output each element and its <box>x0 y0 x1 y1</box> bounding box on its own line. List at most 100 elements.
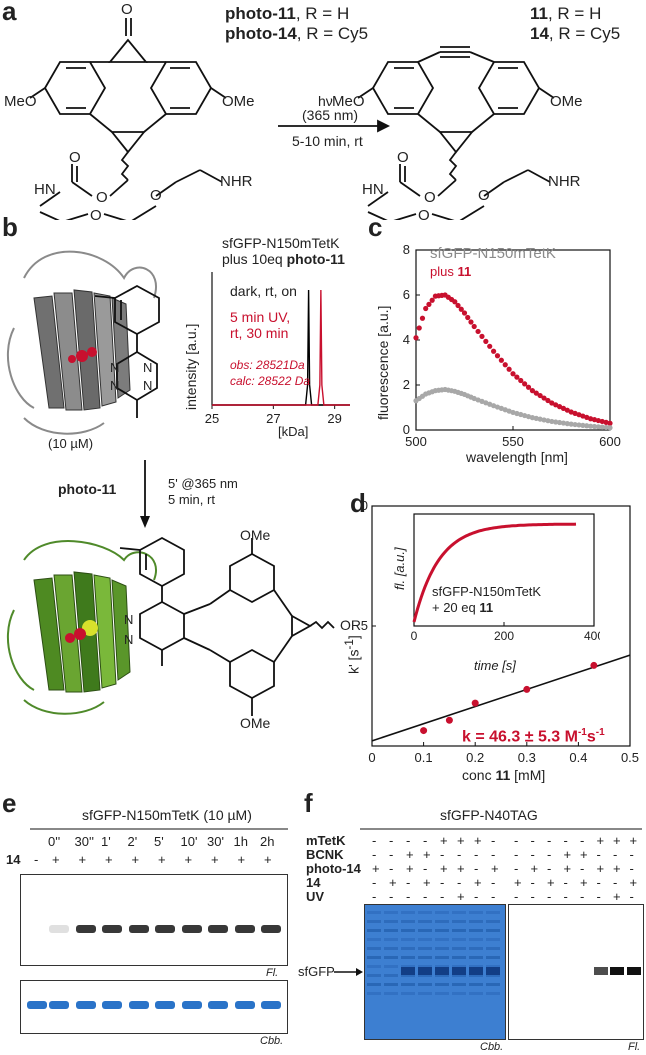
ome-right: OMe <box>222 93 255 110</box>
sfgfp-label: sfGFP <box>298 964 335 979</box>
fl-point-red <box>491 348 497 354</box>
gel-f-sign: - <box>423 861 428 876</box>
product-left-benzene <box>371 61 435 115</box>
rate-k-text: k = 46.3 ± 5.3 M <box>462 728 578 746</box>
fl-point-red <box>455 302 461 309</box>
tetrazine-n-4: N <box>110 378 120 393</box>
gel-f-sign: - <box>491 847 496 862</box>
gel-f-sign: + <box>629 875 638 890</box>
gel-f-title-bracket <box>360 828 642 830</box>
gel-e-sign: + <box>52 852 60 867</box>
gel-f-sign: - <box>406 875 411 890</box>
ms-legend-dark: dark, rt, on <box>230 283 297 299</box>
gel-e-time-label: 30' <box>207 834 224 849</box>
fl-point-red <box>426 301 432 307</box>
gel-f-sign: + <box>580 875 588 890</box>
rate-sup-2: -1 <box>595 727 605 738</box>
legend-red-pre: plus <box>430 264 458 279</box>
fl-point-red <box>603 419 609 425</box>
gel-f-cbb-band <box>384 938 398 941</box>
gel-e-time-label: 30'' <box>74 834 94 849</box>
gel-f-sign: + <box>514 875 522 890</box>
product-2-name: 14 <box>530 24 549 43</box>
fl-point-red <box>458 306 464 312</box>
inset-xtick-label: 200 <box>494 629 514 642</box>
gel-f-sign: - <box>372 875 377 890</box>
ms-xtick-label: 25 <box>205 411 219 426</box>
gel-e-sign: + <box>211 852 219 867</box>
fl-point-gray <box>599 424 605 430</box>
gel-f-sfgfp-band <box>435 967 449 975</box>
gel-f-cbb-band <box>486 920 500 923</box>
gel-f-cbb-band <box>367 947 381 950</box>
gel-f-sign: - <box>563 875 568 890</box>
gel-f-sign: - <box>372 833 377 848</box>
gel-f-cbb-band <box>418 920 432 923</box>
gel-f-cbb-band <box>384 974 398 977</box>
fl-point-red <box>506 366 512 372</box>
fl-xtick-label: 550 <box>502 434 524 449</box>
gel-f-cbb-band <box>418 974 432 977</box>
kin-point <box>523 685 531 693</box>
gel-f-sign: - <box>389 861 394 876</box>
product-ome: OMe <box>550 93 583 110</box>
gel-f-sign: + <box>440 861 448 876</box>
gel-f-sign: - <box>457 847 462 862</box>
fl-ytick-label: 4 <box>403 332 410 347</box>
gel-f-sign: - <box>613 847 618 862</box>
gel-f-cbb-band <box>452 947 466 950</box>
gel-f-sign: + <box>440 833 448 848</box>
inset-xlabel: time [s] <box>474 658 516 673</box>
gel-f-cbb-band <box>418 965 432 968</box>
gel-f-sign: - <box>372 847 377 862</box>
condition-hv: hν <box>318 93 333 109</box>
fl-point-red <box>471 323 477 330</box>
gel-e-fluorescence <box>20 874 288 966</box>
ms-chart: 25 27 29 <box>205 272 350 426</box>
fl-point-gray <box>580 422 586 428</box>
gel-f-sfgfp-band <box>469 967 483 975</box>
gel-f-cbb-band <box>418 956 432 959</box>
gel-f-cbb-label: Cbb. <box>480 1041 504 1053</box>
gel-e-time-label: 5' <box>154 834 164 849</box>
gel-f-fl-band <box>610 967 624 975</box>
fl-point-red <box>522 381 528 387</box>
gel-f-cbb-band <box>469 983 483 986</box>
gel-f-cbb-band <box>452 911 466 914</box>
fl-point-gray <box>545 418 551 424</box>
gel-f-fl-band <box>626 967 641 975</box>
cyclopropenone-ring <box>108 38 148 63</box>
gel-e-row-label: 14 <box>6 852 21 867</box>
gel-f-sign: - <box>491 875 496 890</box>
gel-e-cbb-band <box>128 1001 149 1009</box>
gel-f-cbb-band <box>367 992 381 995</box>
hn-left: HN <box>34 181 56 198</box>
ms-title-line2: plus 10eq photo-11 <box>222 252 345 267</box>
scheme-a-structures <box>29 18 555 220</box>
gel-f-cbb-band <box>367 974 381 977</box>
gel-f-sfgfp-band <box>486 967 500 975</box>
gel-f-cbb-band <box>384 983 398 986</box>
gel-e-fl-band <box>234 925 255 933</box>
gel-f-cbb-band <box>418 983 432 986</box>
gel-f-cbb-band <box>418 929 432 932</box>
gel-f-cbb-band <box>418 938 432 941</box>
kin-xtick-label: 0.4 <box>569 750 587 765</box>
gel-f-sign: + <box>457 833 465 848</box>
gel-f-sign: - <box>514 861 519 876</box>
panel-c-label: c <box>368 212 383 242</box>
gel-f-sign: - <box>580 889 585 904</box>
kinetics-ylabel: k' [s-1] <box>343 635 362 674</box>
kin-xtick-label: 0.1 <box>415 750 433 765</box>
kin-xtick-label: 0.2 <box>466 750 484 765</box>
gel-f-sfgfp-band <box>418 967 432 975</box>
gel-f-sign: - <box>629 861 634 876</box>
gel-f-cbb-band <box>435 992 449 995</box>
gel-f-sign: - <box>547 889 552 904</box>
fl-point-red <box>553 402 559 408</box>
fl-point-red <box>452 299 458 305</box>
gel-e-time-label: 1' <box>101 834 111 849</box>
gel-f-cbb-band <box>401 992 415 995</box>
reactant-line-1: photo-11, R = H <box>225 4 349 23</box>
gel-f-sign: + <box>596 833 605 848</box>
